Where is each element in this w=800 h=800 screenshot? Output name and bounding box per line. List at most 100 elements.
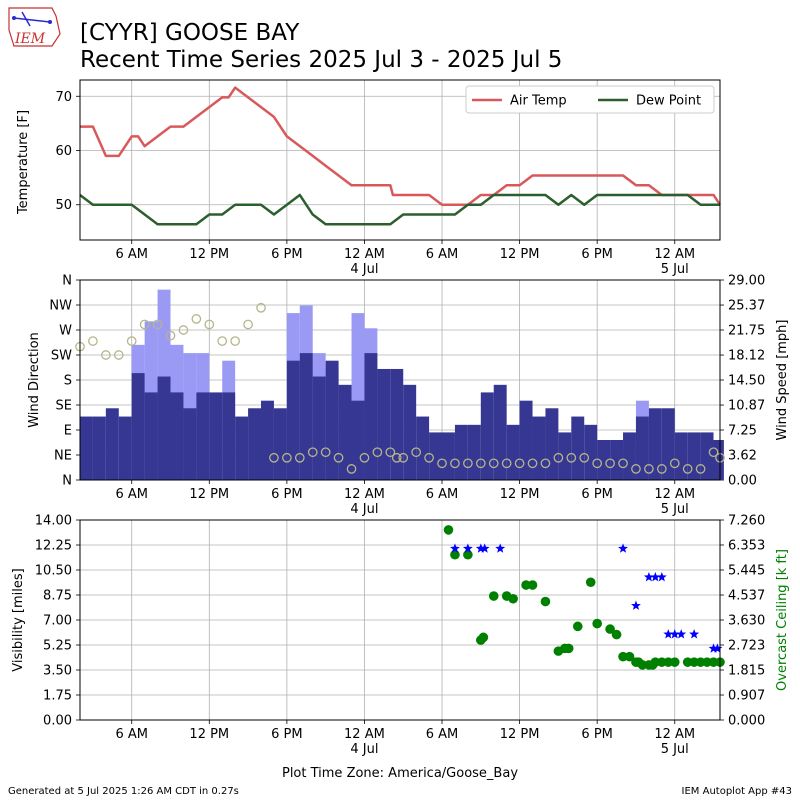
chart-subtitle: Recent Time Series 2025 Jul 3 - 2025 Jul…: [80, 47, 562, 73]
ceiling-point: [585, 577, 596, 588]
wind-direction-point: [204, 319, 215, 330]
wind-speed-bar: [338, 384, 352, 480]
visibility-xtick-label: 6 AM: [115, 727, 148, 742]
wind-speed-bar: [364, 353, 378, 480]
wind-direction-point: [139, 319, 150, 330]
visibility-axis-label: Visibility [miles]: [11, 568, 26, 671]
wind-speed-bar: [261, 400, 274, 480]
wind-speed-bar: [584, 424, 598, 480]
visibility-tick-label: 8.75: [43, 589, 72, 604]
wind-direction-point: [101, 350, 111, 360]
wind-speed-bar: [157, 376, 171, 480]
air-temp-line: [80, 86, 722, 206]
visibility-tick-label: 3.50: [43, 664, 72, 679]
wind-speed-bar: [648, 408, 662, 480]
wind-direction-point: [307, 447, 318, 458]
wind-direction-tick-label: N: [62, 474, 72, 489]
visibility-point: [712, 643, 723, 653]
visibility-xtick-label: 12 AM: [344, 727, 385, 742]
visibility-tick-label: 1.75: [43, 689, 72, 704]
wind-direction-tick-label: E: [64, 424, 72, 439]
visibility-tick-label: 5.25: [43, 639, 72, 654]
wind-direction-point: [191, 314, 202, 324]
ceiling-tick-label: 0.000: [728, 714, 765, 729]
ceiling-point: [624, 651, 635, 662]
temperature-xtick-label: 6 AM: [426, 247, 459, 262]
ceiling-tick-label: 1.815: [728, 664, 765, 679]
wind-direction-tick-label: W: [59, 324, 72, 339]
temperature-axis-label: Temperature [F]: [16, 110, 31, 215]
wind-direction-point: [165, 330, 176, 341]
wind-direction-point: [178, 325, 189, 335]
wind-speed-tick-label: 29.00: [728, 274, 765, 289]
wind-direction-point: [501, 458, 512, 469]
wind-speed-bar: [183, 408, 197, 480]
ceiling-point: [508, 593, 518, 604]
ceiling-point: [605, 624, 615, 634]
footer-app: IEM Autoplot App #43: [682, 786, 792, 797]
wind-speed-bar: [467, 424, 481, 480]
visibility-xtick-label: 6 PM: [271, 727, 302, 742]
wind-speed-tick-label: 7.25: [728, 424, 757, 439]
wind-direction-point: [631, 464, 641, 474]
wind-direction-point: [527, 458, 538, 469]
ceiling-point: [611, 629, 622, 640]
wind-speed-bar: [545, 408, 559, 480]
temperature-xtick-sublabel: 4 Jul: [350, 262, 378, 277]
wind-direction-point: [359, 452, 370, 463]
wind-direction-point: [269, 452, 279, 463]
wind-speed-bar: [299, 353, 313, 480]
ceiling-point: [450, 549, 460, 560]
wind-speed-bar: [571, 416, 585, 480]
wind-speed-bar: [209, 392, 223, 480]
wind-direction-tick-label: S: [64, 374, 72, 389]
wind-speed-bar: [273, 408, 287, 480]
wind-speed-bar: [248, 408, 262, 480]
wind-speed-bar: [105, 408, 119, 480]
wind-speed-bar: [131, 373, 145, 480]
visibility-point: [689, 629, 700, 639]
wind-direction-tick-label: SE: [56, 399, 72, 414]
legend-air-temp-label: Air Temp: [510, 94, 567, 109]
wind-direction-point: [605, 458, 615, 469]
wind-direction-point: [126, 336, 137, 346]
wind-speed-bar: [519, 400, 533, 480]
wind-speed-bar: [506, 424, 520, 480]
wind-direction-point: [243, 319, 253, 330]
wind-speed-bar: [403, 384, 417, 480]
wind-direction-point: [333, 452, 344, 463]
visibility-xtick-label: 12 AM: [654, 727, 695, 742]
iem-logo: IEM: [8, 7, 61, 47]
wind-speed-bar: [635, 416, 649, 480]
wind-direction-point: [592, 458, 603, 469]
wind-speed-bar: [610, 440, 624, 480]
wind-xtick-label: 6 AM: [426, 487, 459, 502]
ceiling-point: [443, 525, 454, 535]
wind-direction-point: [579, 452, 590, 463]
wind-speed-tick-label: 14.50: [728, 374, 765, 389]
wind-direction-point: [411, 447, 422, 458]
ceiling-point: [527, 580, 538, 590]
wind-speed-bar: [80, 416, 93, 480]
wind-direction-point: [424, 452, 434, 463]
visibility-xtick-sublabel: 5 Jul: [661, 742, 689, 757]
wind-direction-point: [553, 452, 564, 463]
temperature-legend: Air Temp Dew Point: [465, 85, 715, 114]
visibility-point: [643, 571, 654, 582]
wind-direction-point: [695, 464, 706, 474]
wind-direction-point: [450, 458, 460, 469]
temperature-ytick-label: 60: [55, 144, 72, 159]
wind-speed-bar: [480, 392, 494, 480]
wind-direction-point: [514, 458, 525, 469]
dew-point-line: [79, 193, 720, 226]
wind-direction-point: [385, 447, 396, 458]
temperature-xtick-sublabel: 5 Jul: [661, 262, 689, 277]
visibility-frame: [79, 519, 721, 721]
wind-direction-axis-label: Wind Direction: [27, 332, 42, 428]
wind-direction-point: [391, 452, 402, 463]
ceiling-point: [463, 549, 473, 560]
wind-speed-bar: [118, 416, 132, 480]
visibility-xtick-label: 12 PM: [500, 727, 540, 742]
wind-speed-bar: [286, 360, 300, 480]
